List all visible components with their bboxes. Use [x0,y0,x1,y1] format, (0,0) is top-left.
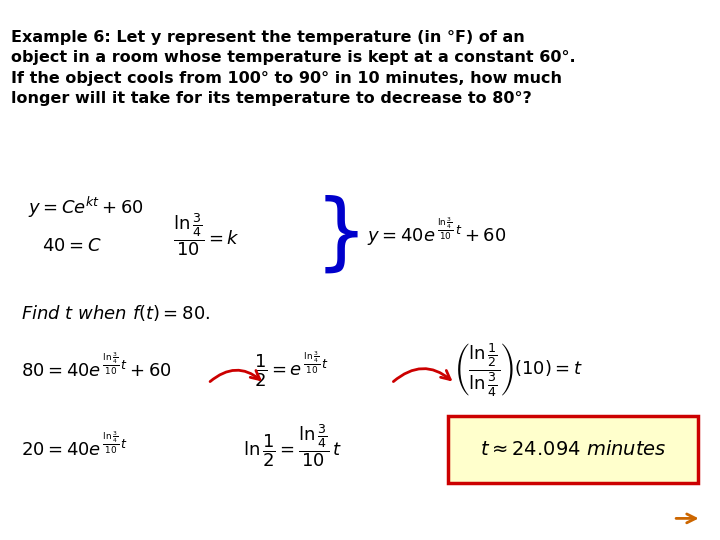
FancyArrowPatch shape [210,370,260,382]
Text: Example 6: Let y represent the temperature (in °F) of an
object in a room whose : Example 6: Let y represent the temperatu… [11,30,575,106]
Text: $\dfrac{1}{2} = e^{\,\frac{\ln\frac{3}{4}}{10}\,t}$: $\dfrac{1}{2} = e^{\,\frac{\ln\frac{3}{4… [254,350,329,389]
Text: $40 = C$: $40 = C$ [42,237,102,255]
Text: $y = 40e^{\,\frac{\ln\frac{3}{4}}{10}\,t} + 60$: $y = 40e^{\,\frac{\ln\frac{3}{4}}{10}\,t… [366,216,506,248]
Text: $20 = 40e^{\,\frac{\ln\frac{3}{4}}{10}\,t}$: $20 = 40e^{\,\frac{\ln\frac{3}{4}}{10}\,… [21,431,128,460]
Text: $y = Ce^{kt} + 60$: $y = Ce^{kt} + 60$ [28,195,144,220]
Text: $\left(\dfrac{\ln \frac{1}{2}}{\ln \frac{3}{4}}\right)(10) = t$: $\left(\dfrac{\ln \frac{1}{2}}{\ln \frac… [455,341,582,399]
FancyBboxPatch shape [448,416,698,483]
FancyArrowPatch shape [393,369,450,382]
Text: $t \approx 24.094$ minutes: $t \approx 24.094$ minutes [480,440,666,459]
Text: Find $t$ when $f(t) = 80.$: Find $t$ when $f(t) = 80.$ [21,303,210,323]
Text: $80 = 40e^{\,\frac{\ln\frac{3}{4}}{10}\,t} + 60$: $80 = 40e^{\,\frac{\ln\frac{3}{4}}{10}\,… [21,353,172,381]
Text: $\}$: $\}$ [314,194,359,276]
Text: $\dfrac{\ln \frac{3}{4}}{10} = k$: $\dfrac{\ln \frac{3}{4}}{10} = k$ [173,212,240,258]
Text: $\ln \dfrac{1}{2} = \dfrac{\ln \frac{3}{4}}{10}\, t$: $\ln \dfrac{1}{2} = \dfrac{\ln \frac{3}{… [243,422,343,469]
